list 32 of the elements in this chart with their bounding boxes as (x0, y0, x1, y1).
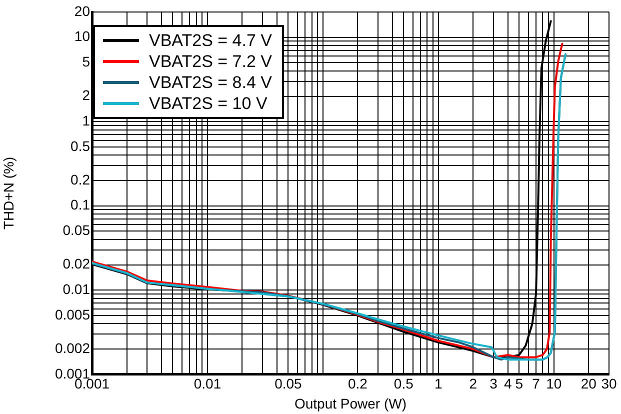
y-axis-title: THD+N (%) (0, 156, 16, 230)
y-tick-label: 5 (82, 54, 90, 70)
x-tick-label: 20 (580, 376, 597, 392)
x-tick-label: 30 (601, 376, 617, 392)
y-tick-label: 0.01 (62, 281, 90, 297)
legend-label: VBAT2S = 8.4 V (149, 72, 272, 93)
x-tick-label: 1 (434, 376, 443, 392)
x-tick-label: 7 (532, 376, 540, 392)
x-tick-label: 2 (469, 376, 478, 392)
y-tick-label: 1 (82, 112, 90, 128)
legend-label: VBAT2S = 10 V (149, 93, 268, 114)
y-tick-label: 0.02 (62, 256, 90, 272)
x-axis-title: Output Power (W) (294, 395, 407, 412)
x-tick-label: 10 (546, 376, 562, 392)
y-tick-label: 0.005 (54, 306, 90, 322)
x-tick-label: 4 (504, 376, 512, 392)
x-tick-label: 0.5 (394, 376, 414, 392)
x-tick-label: 0.05 (274, 376, 302, 392)
y-tick-label: 20 (74, 2, 90, 19)
x-tick-label: 3 (490, 376, 498, 392)
y-tick-label: 0.5 (70, 138, 90, 154)
x-tick-label: 5 (515, 376, 524, 392)
legend-label: VBAT2S = 4.7 V (149, 30, 272, 51)
y-tick-label: 0.2 (70, 171, 90, 188)
x-tick-label: 0.01 (194, 376, 222, 392)
y-tick-label: 2 (82, 87, 90, 104)
y-tick-label: 0.1 (70, 196, 90, 213)
y-tick-label: 0.05 (62, 222, 90, 238)
legend-label: VBAT2S = 7.2 V (149, 51, 272, 72)
x-tick-label: 0.2 (348, 376, 368, 392)
y-tick-label: 0.002 (54, 340, 90, 356)
y-tick-label: 10 (74, 28, 90, 44)
